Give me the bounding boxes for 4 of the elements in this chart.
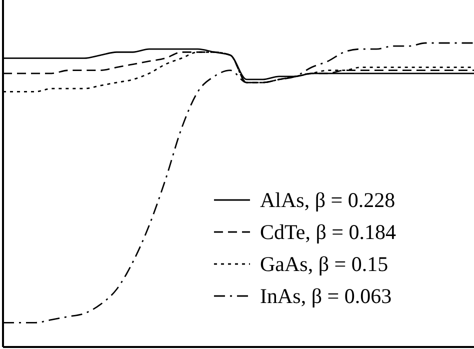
legend-label: AlAs, β = 0.228 [260, 188, 396, 212]
legend-label: InAs, β = 0.063 [260, 284, 392, 308]
legend-label: CdTe, β = 0.184 [260, 220, 396, 244]
legend-label: GaAs, β = 0.15 [260, 252, 388, 276]
